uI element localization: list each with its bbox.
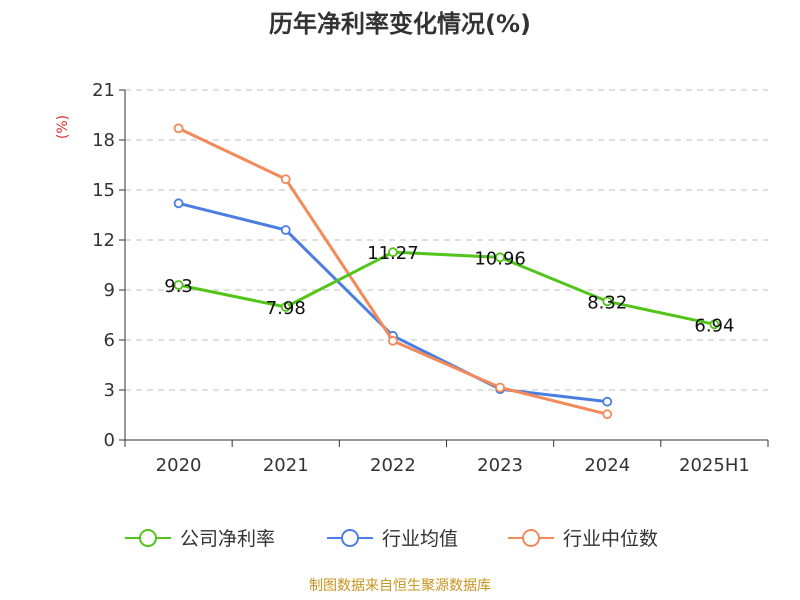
chart-title: 历年净利率变化情况(%): [269, 10, 531, 38]
data-point[interactable]: [602, 396, 613, 407]
y-axis-tick-label: 0: [104, 430, 115, 451]
data-point[interactable]: [173, 280, 184, 290]
legend-label: 公司净利率: [180, 528, 275, 550]
legend[interactable]: 公司净利率 行业均值 行业中位数: [125, 528, 658, 550]
data-point[interactable]: [173, 123, 184, 134]
data-point[interactable]: [709, 319, 720, 330]
legend-circle-marker: [139, 529, 157, 547]
legend-label: 行业中位数: [563, 528, 658, 550]
data-label: 8.32: [587, 292, 627, 313]
series-line: [178, 201, 608, 404]
y-axis-tick-label: 3: [104, 380, 115, 401]
data-label: 11.27: [367, 243, 419, 264]
data-point[interactable]: [602, 409, 613, 420]
y-axis-tick-label: 9: [104, 280, 115, 301]
data-label: 7.98: [266, 298, 306, 319]
data-point[interactable]: [495, 252, 505, 263]
series-line: [178, 250, 715, 326]
data-point[interactable]: [280, 302, 291, 312]
x-axis-tick-label: 2024: [584, 455, 630, 476]
x-axis-tick-label: 2025H1: [679, 455, 750, 476]
series-layer: 9.3 7.98 11.27 10.96 8.32 6.94: [164, 123, 734, 420]
y-axis-unit-label: (%): [55, 115, 71, 139]
data-point[interactable]: [388, 335, 398, 346]
data-label: 10.96: [474, 248, 526, 269]
x-axis-tick-label: 2020: [156, 455, 202, 476]
grid-lines: [125, 89, 768, 391]
y-axis-tick-label: 21: [92, 80, 115, 101]
legend-circle-marker: [522, 529, 540, 547]
data-point[interactable]: [173, 198, 184, 209]
data-point[interactable]: [388, 247, 398, 258]
data-point[interactable]: [280, 174, 291, 185]
data-point[interactable]: [280, 225, 291, 235]
data-point[interactable]: [495, 382, 505, 393]
legend-label: 行业均值: [382, 528, 458, 550]
series-1: 9.3 7.98 11.27 10.96 8.32 6.94: [164, 243, 734, 336]
series-2: [173, 198, 613, 407]
x-axis-tick-label: 2022: [370, 455, 416, 476]
legend-item-1[interactable]: 公司净利率: [125, 528, 275, 550]
y-axis-tick-label: 15: [92, 180, 115, 201]
data-label: 6.94: [694, 315, 734, 336]
y-axis-tick-label: 6: [104, 330, 115, 351]
x-axis-tick-label: 2023: [477, 455, 523, 476]
series-3: [173, 123, 613, 420]
data-label: 9.3: [164, 276, 193, 297]
data-point[interactable]: [602, 296, 613, 307]
axes: 0 3 6 9 12 15 18 21 2020 2021 2022 2023 2024 2025H1: [92, 80, 769, 476]
legend-circle-marker: [341, 529, 359, 547]
source-note: 制图数据来自恒生聚源数据库: [309, 578, 491, 594]
y-axis-tick-label: 12: [92, 230, 115, 251]
series-line: [177, 126, 608, 416]
x-axis-tick-label: 2021: [263, 455, 309, 476]
legend-item-2[interactable]: 行业均值: [327, 528, 458, 550]
y-axis-tick-label: 18: [92, 130, 115, 151]
legend-item-3[interactable]: 行业中位数: [508, 528, 658, 550]
